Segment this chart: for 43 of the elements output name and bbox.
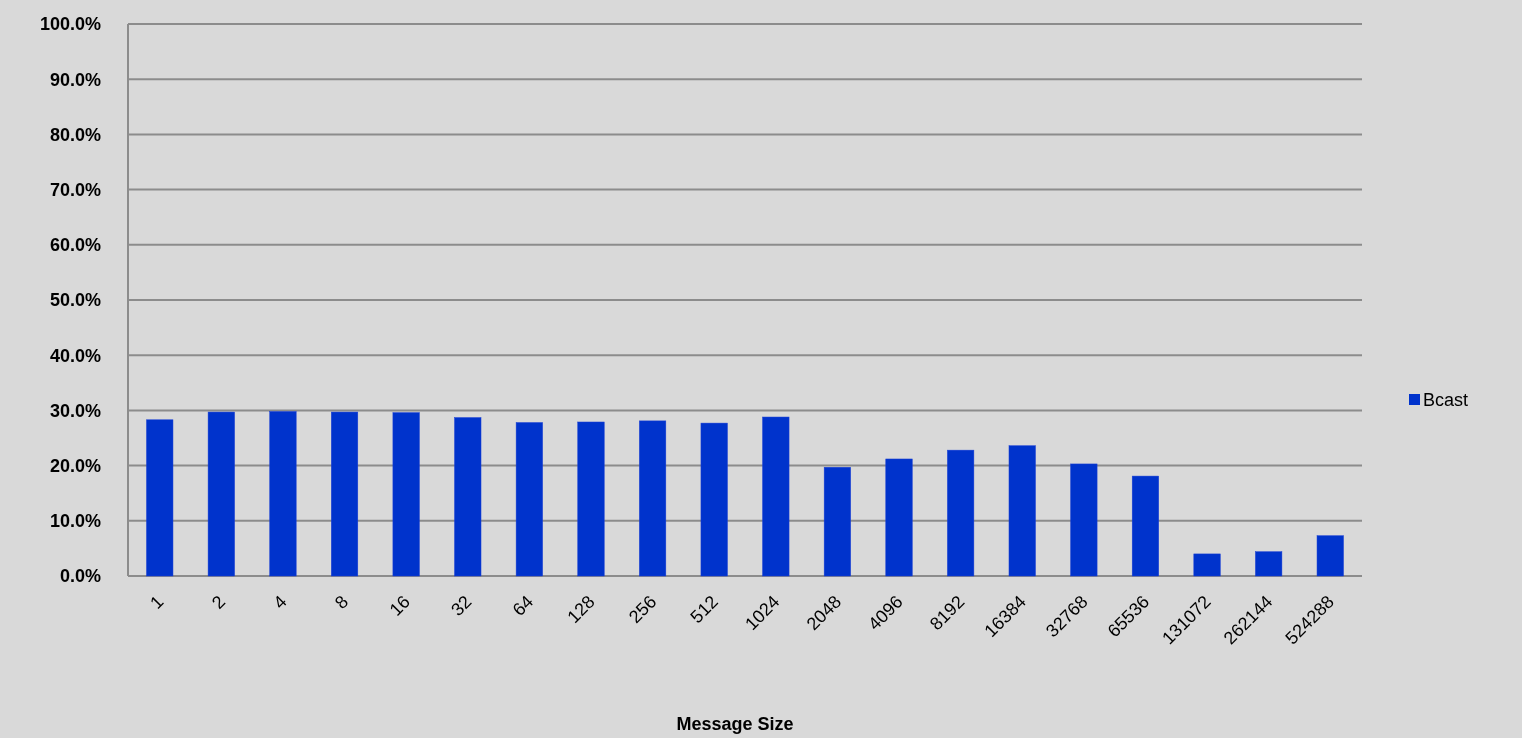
bar — [1008, 445, 1036, 577]
bar — [947, 449, 975, 577]
x-tick-label: 1 — [146, 591, 168, 613]
bar — [1070, 463, 1098, 577]
bar — [146, 419, 174, 577]
x-tick-label: 256 — [624, 591, 661, 627]
x-tick-label: 32 — [447, 591, 476, 620]
y-tick-label: 20.0% — [49, 455, 101, 476]
y-tick-label: 0.0% — [59, 566, 101, 587]
y-tick-label: 100.0% — [39, 14, 101, 35]
legend-label: Bcast — [1423, 390, 1469, 411]
bar — [454, 417, 482, 577]
y-tick-label: 90.0% — [49, 69, 101, 90]
x-tick-label: 128 — [563, 591, 599, 627]
bar — [700, 422, 728, 577]
bar — [577, 421, 605, 577]
bar — [762, 416, 790, 577]
x-tick-label: 4 — [269, 591, 291, 613]
bar — [823, 467, 851, 577]
x-tick-label: 2 — [207, 591, 230, 613]
y-tick-label: 30.0% — [49, 400, 101, 421]
x-tick-label: 512 — [686, 591, 722, 627]
y-tick-label: 50.0% — [49, 290, 101, 311]
bar — [392, 412, 420, 577]
y-tick-label: 80.0% — [49, 124, 101, 145]
bar — [639, 420, 667, 577]
bar — [1193, 553, 1221, 577]
bar — [207, 411, 235, 577]
bar — [1131, 475, 1159, 577]
bar — [1255, 551, 1283, 577]
x-tick-label: 64 — [508, 591, 538, 620]
y-tick-label: 60.0% — [49, 235, 101, 256]
x-tick-label: 8 — [331, 591, 353, 613]
bar — [269, 411, 297, 577]
x-axis-title: Message Size — [676, 714, 794, 734]
y-tick-label: 70.0% — [49, 179, 101, 200]
x-tick-label: 16 — [385, 591, 414, 620]
y-tick-label: 40.0% — [49, 345, 101, 366]
bar — [1316, 535, 1344, 577]
y-tick-label: 10.0% — [49, 511, 101, 532]
bar — [515, 422, 543, 577]
bar — [331, 411, 359, 577]
bar — [885, 458, 913, 577]
